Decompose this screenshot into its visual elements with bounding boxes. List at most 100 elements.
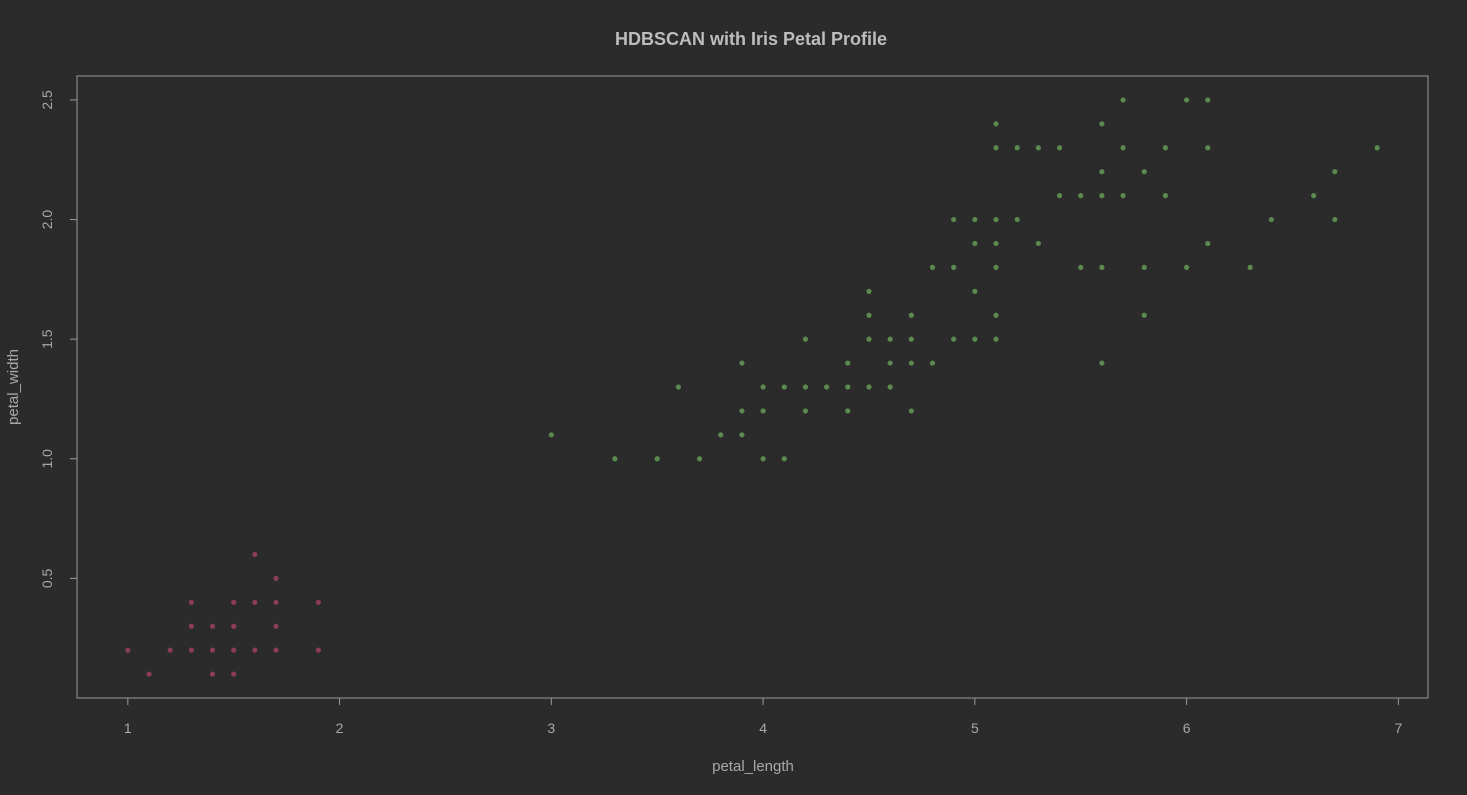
data-point-cluster-2	[548, 432, 554, 438]
data-point-cluster-2	[760, 408, 766, 414]
data-point-cluster-2	[1205, 97, 1211, 103]
data-point-cluster-2	[908, 360, 914, 366]
data-point-cluster-1	[231, 671, 237, 677]
data-point-cluster-2	[654, 456, 660, 462]
data-point-cluster-2	[972, 240, 978, 247]
data-point-cluster-2	[1035, 240, 1041, 247]
data-point-cluster-1	[273, 647, 279, 653]
y-tick-label: 0.5	[39, 568, 55, 588]
data-point-cluster-2	[951, 216, 957, 223]
data-point-cluster-2	[972, 288, 978, 294]
data-point-cluster-1	[252, 551, 258, 558]
x-tick-label: 6	[1183, 720, 1191, 736]
data-point-cluster-2	[1141, 264, 1147, 270]
data-point-cluster-1	[188, 599, 194, 605]
data-point-cluster-2	[1205, 240, 1211, 247]
data-point-cluster-2	[718, 432, 724, 438]
data-point-cluster-1	[188, 623, 194, 629]
data-point-cluster-2	[972, 216, 978, 223]
data-point-cluster-2	[781, 384, 787, 390]
data-point-cluster-1	[231, 623, 237, 629]
data-point-cluster-2	[1120, 145, 1126, 151]
data-point-cluster-2	[1099, 169, 1105, 175]
data-point-cluster-2	[993, 312, 999, 318]
data-point-cluster-2	[951, 336, 957, 342]
data-point-cluster-2	[887, 360, 893, 366]
y-tick-label: 1.5	[39, 329, 55, 349]
data-point-cluster-2	[612, 456, 618, 462]
data-point-cluster-2	[866, 288, 872, 294]
data-point-cluster-2	[1374, 145, 1380, 151]
data-point-cluster-2	[1099, 360, 1105, 366]
data-point-cluster-2	[845, 408, 851, 414]
data-point-cluster-2	[675, 384, 681, 390]
data-point-cluster-2	[739, 360, 745, 366]
data-point-cluster-2	[1268, 216, 1274, 223]
data-point-cluster-2	[1078, 264, 1084, 270]
y-tick-label: 2.0	[39, 210, 55, 230]
data-point-cluster-2	[1056, 193, 1063, 199]
chart-title: HDBSCAN with Iris Petal Profile	[615, 29, 887, 49]
data-point-cluster-2	[1332, 216, 1338, 223]
data-point-cluster-2	[887, 384, 893, 390]
x-tick-label: 2	[336, 720, 344, 736]
data-point-cluster-2	[993, 216, 999, 223]
data-point-cluster-2	[1014, 145, 1020, 151]
x-axis: 1 2 3 4 5 6 7	[124, 697, 1402, 736]
data-point-cluster-2	[993, 264, 999, 270]
data-point-cluster-2	[1311, 193, 1317, 199]
data-point-cluster-2	[1056, 145, 1063, 151]
y-tick-label: 2.5	[39, 90, 55, 110]
data-point-cluster-1	[209, 671, 216, 677]
x-tick-label: 1	[124, 720, 132, 736]
data-point-cluster-2	[1078, 193, 1084, 199]
data-point-cluster-2	[908, 408, 914, 414]
data-point-cluster-1	[188, 647, 194, 653]
data-point-cluster-2	[1120, 193, 1126, 199]
data-point-cluster-2	[972, 336, 978, 342]
data-points	[125, 97, 1380, 677]
data-point-cluster-2	[866, 312, 872, 318]
data-point-cluster-1	[315, 647, 322, 653]
data-point-cluster-1	[252, 647, 258, 653]
data-point-cluster-1	[273, 623, 279, 629]
data-point-cluster-2	[1141, 169, 1147, 175]
data-point-cluster-2	[696, 456, 703, 462]
x-axis-label: petal_length	[712, 758, 794, 775]
data-point-cluster-2	[802, 336, 809, 342]
data-point-cluster-1	[209, 647, 216, 653]
data-point-cluster-1	[315, 599, 322, 605]
x-tick-label: 5	[971, 720, 979, 736]
plot-frame	[76, 75, 1429, 699]
data-point-cluster-2	[1205, 145, 1211, 151]
data-point-cluster-2	[929, 360, 936, 366]
y-axis-label: petal_width	[5, 349, 22, 425]
data-point-cluster-2	[1141, 312, 1147, 318]
data-point-cluster-2	[929, 264, 936, 270]
y-tick-label: 1.0	[39, 449, 55, 469]
data-point-cluster-2	[866, 336, 872, 342]
data-point-cluster-2	[781, 456, 787, 462]
data-point-cluster-2	[1183, 264, 1190, 270]
x-tick-label: 7	[1394, 720, 1402, 736]
data-point-cluster-2	[760, 456, 766, 462]
data-point-cluster-2	[760, 384, 766, 390]
data-point-cluster-2	[993, 145, 999, 151]
data-point-cluster-2	[1099, 193, 1105, 199]
data-point-cluster-1	[273, 599, 279, 605]
data-point-cluster-2	[993, 121, 999, 127]
data-point-cluster-2	[951, 264, 957, 270]
y-axis: 0.5 1.0 1.5 2.0 2.5	[39, 90, 78, 588]
data-point-cluster-1	[231, 647, 237, 653]
data-point-cluster-1	[209, 623, 216, 629]
data-point-cluster-2	[887, 336, 893, 342]
data-point-cluster-2	[845, 360, 851, 366]
data-point-cluster-2	[824, 384, 830, 390]
data-point-cluster-2	[1162, 193, 1169, 199]
data-point-cluster-2	[1120, 97, 1126, 103]
data-point-cluster-2	[739, 408, 745, 414]
data-point-cluster-2	[739, 432, 745, 438]
data-point-cluster-2	[1183, 97, 1190, 103]
data-point-cluster-2	[1099, 264, 1105, 270]
